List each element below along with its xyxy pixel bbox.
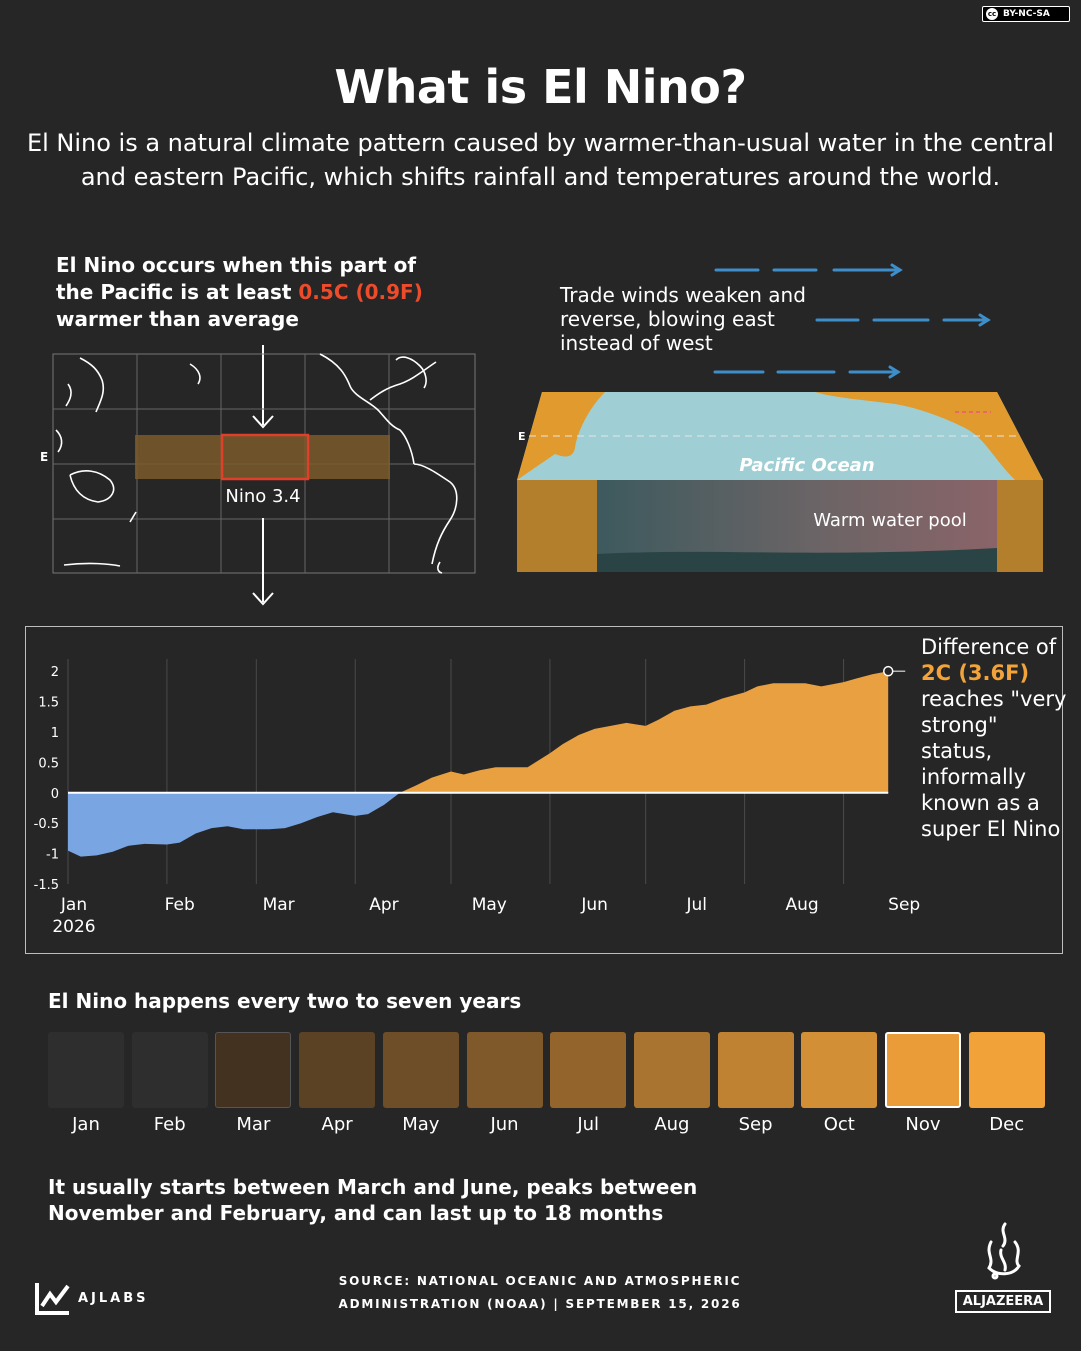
y-tick-label-4: 0 (51, 787, 59, 802)
license-label: BY-NC-SA (1003, 9, 1050, 19)
map-heading-part1: El Nino occurs when this part of the Pac… (56, 253, 417, 304)
month-label-oct: Oct (823, 1114, 855, 1135)
month-label-jun: Jun (490, 1114, 519, 1135)
annotation-highlight: 2C (3.6F) (921, 661, 1030, 685)
y-tick-label-5: -0.5 (34, 817, 59, 832)
annotation-part2: reaches "very strong" status, informally… (921, 687, 1067, 841)
negative-area (68, 792, 889, 857)
x-tick-label-5: Jun (580, 895, 608, 915)
source-line-2: ADMINISTRATION (NOAA) | SEPTEMBER 15, 20… (338, 1297, 742, 1311)
y-tick-label-0: 2 (51, 665, 59, 680)
map-equator-label: E (40, 450, 48, 464)
month-label-nov: Nov (905, 1114, 941, 1135)
ocean-equator-label: E (518, 430, 526, 443)
y-tick-label-6: -1 (46, 848, 59, 863)
month-label-may: May (402, 1114, 440, 1135)
cycle-heading: El Nino happens every two to seven years (48, 989, 522, 1013)
pacific-map: E Nino 3.4 (40, 345, 476, 606)
ajlabs-logo: AJLABS (34, 1280, 149, 1316)
aljazeera-emblem-icon (987, 1222, 1021, 1280)
map-heading-highlight: 0.5C (0.9F) (298, 280, 423, 304)
trade-wind-arrows (713, 263, 991, 379)
month-label-jul: Jul (577, 1114, 600, 1135)
month-label-jan: Jan (72, 1114, 100, 1135)
y-tick-label-2: 1 (51, 726, 59, 741)
nino-band (135, 435, 390, 479)
map-heading: El Nino occurs when this part of the Pac… (56, 252, 456, 333)
source-line-1: SOURCE: NATIONAL OCEANIC AND ATMOSPHERIC (338, 1274, 742, 1288)
x-tick-label-0: Jan (60, 895, 87, 915)
x-tick-label-1: Feb (165, 895, 195, 915)
warm-water-pool (597, 480, 997, 554)
ocean-floor (597, 548, 997, 572)
month-swatch-dec (968, 1032, 1045, 1108)
land-west-top (517, 392, 605, 480)
cycle-summary: It usually starts between March and June… (48, 1175, 698, 1225)
warm-pool-label: Warm water pool (813, 510, 966, 531)
x-tick-label-8: Sep (888, 895, 920, 915)
aljazeera-logo: ALJAZEERA (955, 1220, 1051, 1313)
month-swatch-sep (717, 1032, 794, 1108)
x-tick-label-2: Mar (263, 895, 295, 915)
land-east-front (997, 480, 1043, 572)
chart-annotation: Difference of 2C (3.6F) reaches "very st… (921, 634, 1071, 842)
x-tick-label-4: May (472, 895, 507, 915)
wind-arrow-3 (713, 365, 901, 379)
x-tick-label-6: Jul (685, 895, 707, 915)
month-swatch-feb (131, 1032, 208, 1108)
license-badge: cc BY-NC-SA (982, 6, 1070, 22)
month-swatch-may (382, 1032, 459, 1108)
chart-frame (25, 626, 1063, 954)
y-tick-label-1: 1.5 (38, 696, 59, 711)
nino-34-box (220, 433, 310, 481)
page-title: What is El Nino? (334, 60, 747, 114)
wind-arrow-1 (714, 263, 903, 277)
month-label-apr: Apr (321, 1114, 353, 1135)
source-note: SOURCE: NATIONAL OCEANIC AND ATMOSPHERIC… (300, 1270, 780, 1316)
month-swatch-jan (48, 1032, 124, 1108)
month-label-aug: Aug (654, 1114, 690, 1135)
map-heading-part2: warmer than average (56, 307, 299, 331)
creative-commons-icon: cc (986, 8, 998, 20)
aljazeera-label: ALJAZEERA (955, 1290, 1051, 1313)
y-tick-label-7: -1.5 (34, 878, 59, 893)
pacific-ocean-label: Pacific Ocean (739, 455, 874, 476)
ajlabs-label: AJLABS (78, 1290, 149, 1306)
endpoint-marker (882, 665, 894, 677)
month-label-sep: Sep (738, 1114, 773, 1135)
ajlabs-icon (35, 1283, 70, 1315)
arrow-bottom-head (252, 592, 274, 606)
ocean-diagram: E Pacific Ocean Warm water pool (517, 392, 1043, 572)
x-tick-sublabel-0: 2026 (52, 917, 95, 937)
nino-34-label: Nino 3.4 (225, 486, 300, 507)
month-swatch-jun (466, 1032, 543, 1108)
land-east-top (815, 392, 1043, 480)
land-west-front (517, 480, 597, 572)
wind-arrow-2 (815, 313, 991, 327)
x-tick-label-3: Apr (369, 895, 398, 915)
month-label-mar: Mar (236, 1114, 271, 1135)
month-swatch-nov (885, 1032, 961, 1108)
trade-winds-text: Trade winds weaken and reverse, blowing … (560, 283, 806, 355)
coastlines (55, 353, 458, 574)
month-label-feb: Feb (153, 1114, 186, 1135)
month-swatch-oct (801, 1032, 878, 1108)
annotation-part1: Difference of (921, 635, 1057, 659)
month-swatch-jul (550, 1032, 627, 1108)
month-label-dec: Dec (989, 1114, 1025, 1135)
arrow-top-head (252, 415, 274, 429)
positive-area (68, 671, 889, 793)
x-tick-label-7: Aug (785, 895, 818, 915)
ocean-surface (517, 392, 1043, 480)
month-swatch-aug (633, 1032, 710, 1108)
page-subtitle: El Nino is a natural climate pattern cau… (26, 129, 1055, 191)
y-tick-label-3: 0.5 (38, 756, 59, 771)
month-swatch-mar (215, 1032, 292, 1108)
month-swatch-apr (299, 1032, 376, 1108)
